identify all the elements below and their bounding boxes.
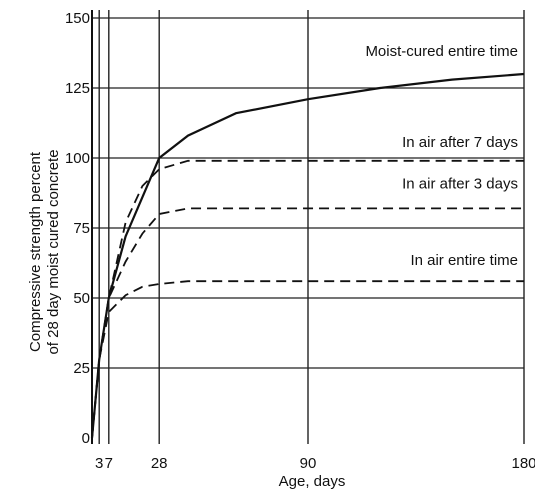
series-line-in-air-entire-time [91,280,524,439]
annotation-moist-cured-entire-time: Moist-cured entire time [365,43,518,60]
x-tick-label-7: 7 [105,455,113,472]
y-tick-label-125: 125 [65,80,90,97]
x-tick-label-28: 28 [151,455,168,472]
y-tick-label-0: 0 [82,430,90,447]
y-tick-label-25: 25 [73,360,90,377]
x-tick-label-180: 180 [511,455,535,472]
y-axis-title-line-2: of 28 day moist cured concrete [45,149,62,354]
x-tick-label-3: 3 [95,455,103,472]
y-axis-title: Compressive strength percent of 28 day m… [27,149,62,354]
x-axis-title: Age, days [279,473,346,490]
annotation-layer: Moist-cured entire time In air after 7 da… [365,43,518,269]
grid-layer [91,10,525,444]
y-tick-label-150: 150 [65,10,90,27]
y-tick-label-75: 75 [73,220,90,237]
y-axis-title-line-1: Compressive strength percent [27,151,44,352]
series-layer [90,72,525,439]
annotation-in-air-after-7-days: In air after 7 days [402,134,518,151]
x-tick-label-90: 90 [300,455,317,472]
annotation-in-air-entire-time: In air entire time [410,252,518,269]
annotation-in-air-after-3-days: In air after 3 days [402,175,518,192]
series-line-in-air-after-3-days [91,207,524,439]
y-tick-label-100: 100 [65,150,90,167]
tick-label-layer: 0 25 50 75 100 125 150 3 7 28 90 180 [65,10,535,472]
y-tick-label-50: 50 [73,290,90,307]
